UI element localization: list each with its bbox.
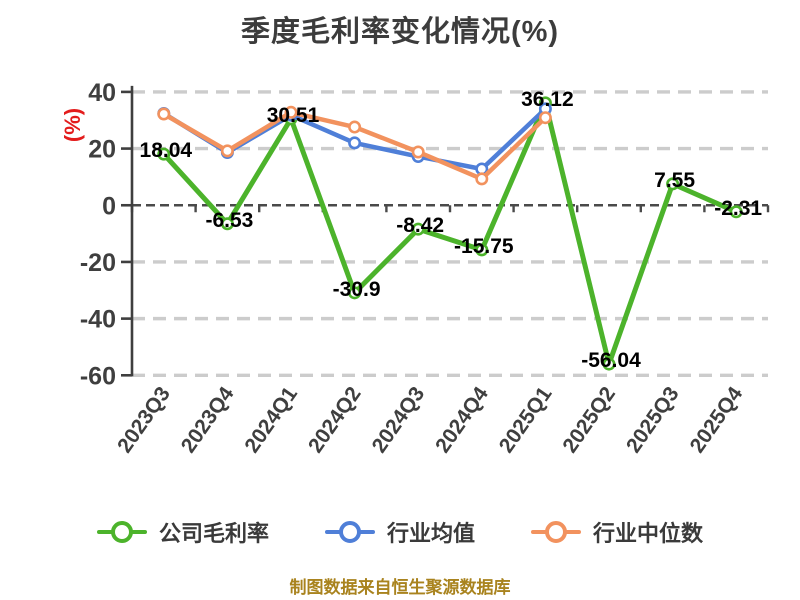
legend-label-industry-median: 行业中位数	[593, 521, 704, 546]
x-tick-label: 2025Q2	[558, 383, 620, 457]
data-point-marker	[411, 222, 425, 236]
x-tick-label: 2025Q1	[495, 382, 557, 457]
data-point-label: 7.55	[654, 169, 695, 192]
x-tick-label: 2024Q3	[368, 383, 430, 457]
y-tick-label: -20	[80, 249, 116, 277]
legend-marker-industry-avg-icon	[324, 520, 375, 544]
legend-marker-company-icon	[96, 520, 147, 544]
x-tick-label: 2025Q3	[622, 383, 684, 457]
legend-item-industry-avg: 行业均值	[324, 516, 475, 548]
series-line-0	[161, 100, 739, 367]
data-point-marker	[475, 243, 489, 257]
data-point-marker	[220, 144, 234, 158]
data-point-label: 36.12	[521, 88, 574, 111]
x-tick-label: 2023Q4	[177, 382, 239, 457]
x-tick-label: 2024Q4	[431, 382, 493, 457]
data-point-marker	[538, 111, 552, 125]
data-point-marker	[348, 120, 362, 134]
legend-marker-industry-median-icon	[531, 520, 581, 544]
data-point-marker	[475, 172, 489, 186]
chart-legend: 公司毛利率 行业均值 行业中位数	[0, 516, 800, 548]
legend-item-company: 公司毛利率	[96, 516, 269, 548]
y-tick-label: -60	[80, 362, 116, 390]
legend-item-industry-median: 行业中位数	[531, 516, 703, 548]
legend-label-company: 公司毛利率	[158, 521, 269, 546]
x-tick-label: 2024Q1	[240, 382, 302, 457]
data-point-marker	[157, 147, 171, 161]
chart-title: 季度毛利率变化情况(%)	[240, 16, 560, 48]
data-point-marker	[411, 145, 425, 159]
y-tick-label: -40	[80, 306, 116, 334]
data-point-marker	[666, 177, 680, 191]
legend-label-industry-avg: 行业均值	[386, 521, 475, 546]
data-source-note: 制图数据来自恒生聚源数据库	[289, 578, 511, 597]
y-tick-label: 0	[102, 192, 116, 220]
data-point-marker	[284, 105, 298, 119]
data-point-label: 18.04	[140, 139, 193, 162]
y-tick-label: 40	[88, 79, 116, 107]
x-tick-label: 2025Q4	[686, 382, 748, 457]
data-point-label: -2.31	[714, 197, 762, 220]
data-point-marker	[348, 136, 362, 150]
data-point-marker	[602, 357, 616, 371]
data-point-label: -30.9	[333, 278, 381, 301]
data-point-label: -56.04	[581, 349, 641, 372]
data-point-marker	[348, 286, 362, 300]
data-point-marker	[157, 107, 171, 121]
x-tick-label: 2023Q3	[113, 383, 175, 457]
y-tick-label: 20	[88, 136, 116, 164]
data-point-label: -15.75	[454, 235, 514, 258]
data-point-label: -6.53	[205, 209, 253, 232]
data-point-marker	[729, 205, 743, 219]
data-point-marker	[220, 217, 234, 231]
x-tick-label: 2024Q2	[304, 383, 366, 457]
data-point-label: 30.51	[267, 104, 320, 127]
data-point-label: -8.42	[396, 214, 444, 237]
